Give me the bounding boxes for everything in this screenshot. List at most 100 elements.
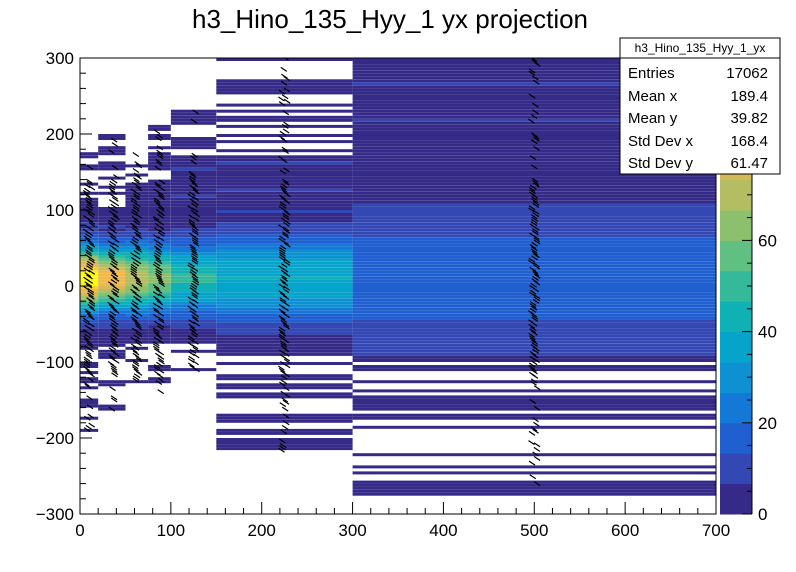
heatmap-cell-1 (98, 404, 126, 408)
heatmap-cell-3 (148, 380, 171, 384)
profile-marker-4 (190, 269, 197, 275)
heatmap-cell-5 (216, 58, 353, 61)
profile-marker-4 (188, 301, 196, 306)
color-bar-segment (720, 362, 752, 393)
profile-marker-0 (83, 267, 91, 273)
profile-marker-6 (532, 346, 540, 352)
heatmap-cell-4 (170, 115, 217, 119)
profile-marker-5 (278, 304, 286, 309)
profile-marker-0 (85, 237, 92, 243)
heatmap-cell-5 (216, 292, 353, 296)
heatmap-cell-1 (98, 352, 126, 356)
profile-marker-4 (190, 255, 198, 261)
profile-marker-0 (86, 180, 94, 186)
heatmap-cell-6 (352, 91, 716, 95)
profile-marker-5 (282, 212, 290, 218)
heatmap-cell-4 (170, 155, 217, 159)
profile-marker-4 (191, 250, 198, 256)
profile-marker-5 (281, 397, 289, 403)
profile-marker-5 (278, 135, 286, 141)
profile-marker-3 (155, 259, 163, 265)
profile-marker-2 (130, 336, 138, 342)
heatmap-cell-3 (148, 261, 171, 265)
heatmap-cell-5 (216, 252, 353, 256)
heatmap-cell-5 (216, 216, 353, 220)
profile-marker-5 (283, 180, 290, 186)
profile-marker-5 (278, 283, 286, 289)
profile-marker-6 (528, 310, 535, 316)
profile-marker-3 (157, 231, 165, 237)
heatmap-cell-4 (170, 252, 217, 256)
profile-marker-0 (86, 274, 93, 280)
heatmap-cell-4 (170, 194, 217, 198)
heatmap-cell-5 (216, 243, 353, 247)
heatmap-cell-2 (125, 310, 149, 314)
heatmap-cell-0 (80, 264, 99, 268)
heatmap-cell-5 (216, 340, 353, 344)
profile-marker-1 (108, 183, 116, 189)
profile-marker-4 (189, 246, 197, 252)
heatmap-cell-6 (352, 164, 716, 168)
profile-marker-6 (529, 474, 537, 480)
heatmap-cell-6 (352, 489, 716, 493)
profile-marker-5 (280, 320, 288, 325)
heatmap-cell-0 (80, 286, 99, 289)
heatmap-cell-2 (125, 359, 149, 362)
heatmap-cell-2 (125, 328, 149, 332)
profile-marker-4 (189, 223, 197, 229)
profile-marker-1 (113, 174, 120, 180)
profile-marker-0 (84, 308, 91, 314)
profile-marker-4 (190, 209, 198, 215)
heatmap-cell-2 (125, 231, 149, 235)
heatmap-cell-3 (148, 243, 171, 247)
profile-marker-3 (155, 275, 163, 281)
heatmap-cell-0 (80, 167, 99, 171)
profile-marker-4 (192, 278, 200, 284)
profile-marker-3 (152, 327, 160, 333)
profile-marker-5 (279, 297, 287, 303)
heatmap-cell-3 (148, 267, 171, 271)
profile-marker-1 (112, 276, 120, 282)
x-axis: 0 100 200 300 400 500 600 700 (75, 502, 730, 540)
heatmap-cell-3 (148, 179, 171, 183)
profile-marker-6 (533, 481, 541, 487)
profile-marker-5 (283, 76, 291, 81)
profile-marker-3 (156, 149, 163, 155)
profile-marker-2 (131, 211, 138, 217)
heatmap-cell-6 (352, 82, 716, 86)
x-tick-label: 300 (338, 521, 366, 540)
profile-marker-6 (531, 75, 539, 81)
heatmap-cell-5 (216, 438, 353, 441)
profile-marker-1 (110, 363, 117, 369)
profile-marker-4 (188, 177, 196, 183)
heatmap-cell-4 (170, 176, 217, 180)
heatmap-cell-5 (216, 289, 353, 292)
profile-marker-5 (283, 87, 291, 93)
heatmap-cell-0 (80, 416, 99, 420)
profile-marker-0 (88, 306, 96, 312)
profile-marker-6 (531, 339, 538, 345)
heatmap-cell-2 (125, 292, 149, 296)
heatmap-cell-6 (352, 395, 716, 399)
heatmap-cell-3 (148, 127, 171, 131)
profile-marker-4 (192, 189, 200, 195)
heatmap-cell-1 (98, 313, 126, 317)
profile-marker-6 (533, 262, 540, 268)
heatmap-cell-4 (170, 246, 217, 250)
profile-marker-2 (131, 348, 138, 354)
profile-marker-3 (158, 211, 165, 217)
heatmap-cell-1 (98, 270, 126, 274)
profile-marker-3 (153, 364, 161, 370)
profile-marker-0 (83, 192, 91, 198)
heatmap-cell-0 (80, 276, 99, 280)
profile-marker-3 (152, 341, 160, 347)
profile-marker-1 (111, 290, 118, 296)
heatmap-cell-4 (170, 121, 217, 125)
profile-marker-5 (278, 256, 286, 262)
profile-marker-6 (531, 342, 538, 347)
color-bar-segment (720, 453, 752, 485)
profile-marker-6 (533, 280, 541, 286)
heatmap-cell-5 (216, 352, 353, 356)
heatmap-cell-1 (98, 161, 126, 165)
heatmap-cell-6 (352, 283, 716, 286)
